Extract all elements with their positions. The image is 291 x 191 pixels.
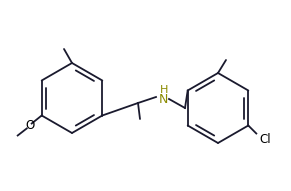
Text: H: H	[160, 85, 168, 95]
Text: O: O	[25, 119, 34, 132]
Text: N: N	[158, 92, 168, 105]
Text: Cl: Cl	[260, 133, 271, 146]
